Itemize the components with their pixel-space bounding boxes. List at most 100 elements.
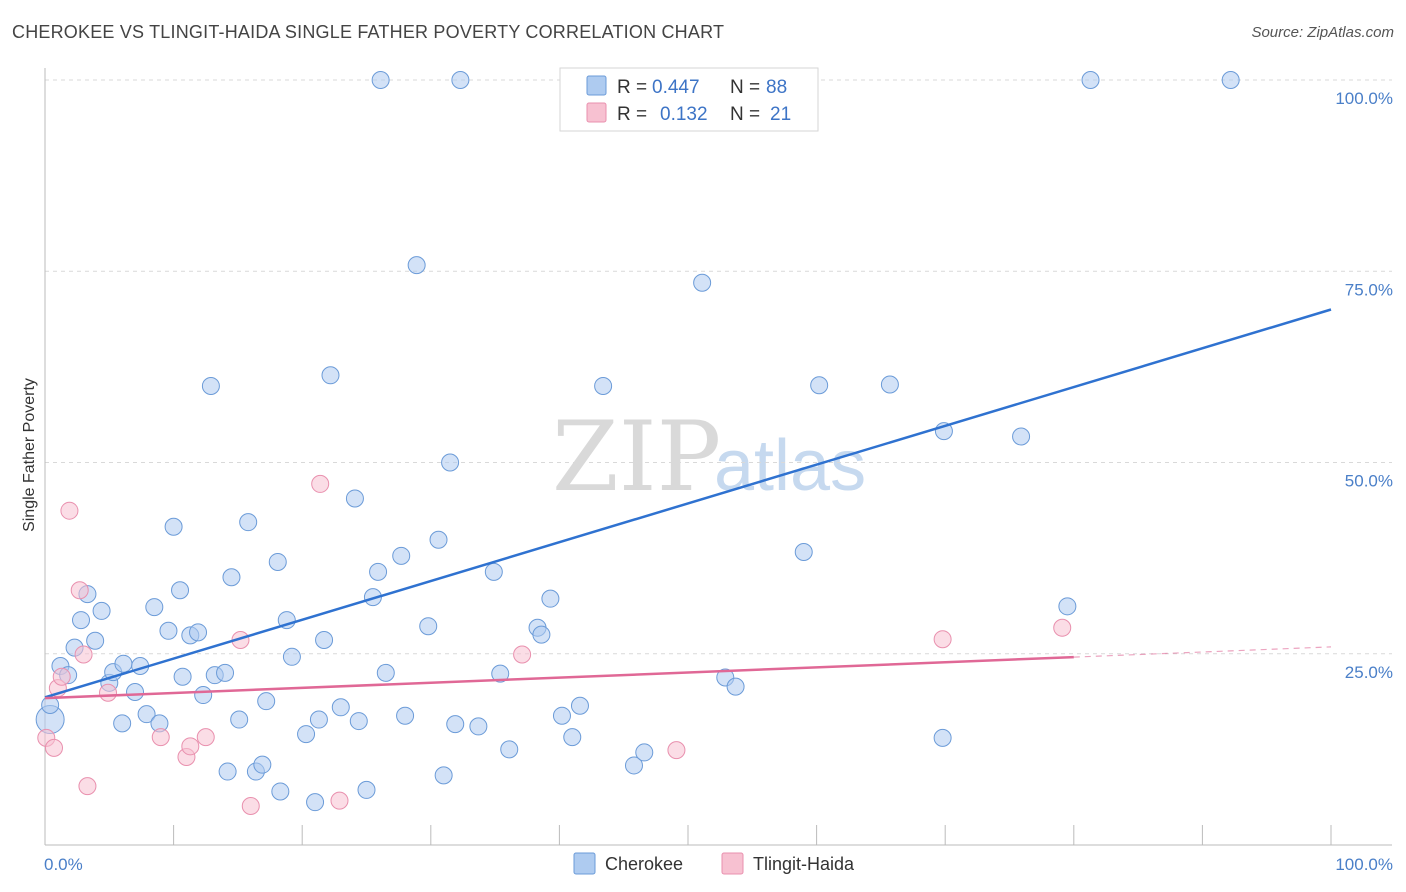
series-legend-label-tlingit-haida: Tlingit-Haida [753, 854, 855, 874]
y-tick-label-100: 100.0% [1335, 89, 1393, 108]
point-cherokee [271, 782, 290, 801]
point-cherokee [570, 696, 589, 715]
point-tlingit-haida [74, 645, 93, 664]
point-cherokee [72, 611, 91, 630]
point-cherokee [441, 453, 460, 472]
point-cherokee [396, 706, 415, 725]
point-tlingit-haida [181, 737, 200, 756]
point-cherokee [794, 543, 813, 562]
point-cherokee [563, 728, 582, 747]
legend-n-label-cherokee: N = [730, 77, 760, 98]
y-tick-labels: 25.0% 50.0% 75.0% 100.0% [1335, 89, 1393, 682]
point-cherokee [189, 623, 208, 642]
y-axis-label: Single Father Poverty [21, 378, 38, 532]
point-cherokee [434, 766, 453, 785]
point-cherokee [532, 625, 551, 644]
series-tlingit-haida-points [37, 474, 1072, 815]
point-cherokee [282, 647, 301, 666]
point-cherokee [113, 714, 132, 733]
point-cherokee [1221, 71, 1240, 89]
legend-r-label-tlingit-haida: R = [617, 104, 647, 125]
watermark: ZIP atlas [552, 401, 866, 513]
point-cherokee [126, 683, 145, 701]
point-tlingit-haida [196, 728, 215, 747]
point-cherokee [164, 517, 183, 536]
point-cherokee [321, 366, 340, 385]
point-tlingit-haida [78, 777, 97, 796]
point-cherokee [500, 740, 519, 759]
point-cherokee [137, 705, 156, 724]
point-cherokee [635, 743, 654, 762]
source-label: Source: ZipAtlas.com [1251, 24, 1394, 41]
x-tick-label-max: 100.0% [1335, 855, 1393, 874]
point-cherokee [216, 663, 235, 682]
point-tlingit-haida [241, 796, 260, 815]
point-cherokee [407, 256, 426, 275]
point-cherokee [345, 489, 364, 508]
point-cherokee [309, 710, 328, 729]
point-cherokee [594, 377, 613, 395]
point-cherokee [331, 698, 350, 717]
point-cherokee [253, 755, 272, 774]
point-cherokee [469, 717, 488, 736]
point-cherokee [371, 71, 390, 89]
point-cherokee [357, 780, 376, 799]
point-cherokee [268, 552, 287, 571]
point-cherokee [429, 530, 448, 549]
point-cherokee [315, 630, 334, 649]
point-cherokee [86, 631, 105, 650]
point-cherokee [693, 273, 712, 292]
x-tick-label-min: 0.0% [44, 855, 83, 874]
point-cherokee [541, 589, 560, 608]
series-legend-swatch-cherokee [573, 852, 596, 875]
series-legend-label-cherokee: Cherokee [605, 854, 683, 874]
point-cherokee [491, 664, 510, 683]
series-legend-swatch-tlingit-haida [721, 852, 744, 875]
point-cherokee [159, 621, 178, 640]
point-cherokee [145, 598, 164, 617]
series-legend: Cherokee Tlingit-Haida [573, 852, 855, 875]
x-tick-labels: 0.0% 100.0% [44, 855, 1393, 874]
point-tlingit-haida [513, 645, 532, 664]
point-cherokee [726, 677, 745, 696]
point-tlingit-haida [330, 791, 349, 810]
y-tick-label-75: 75.0% [1345, 280, 1393, 299]
point-cherokee [230, 710, 249, 729]
point-tlingit-haida [70, 581, 89, 600]
legend-swatch-tlingit-haida [586, 102, 607, 123]
point-cherokee [194, 686, 213, 705]
legend-r-value-tlingit-haida: 0.132 [660, 104, 708, 125]
watermark-zip: ZIP [552, 401, 721, 513]
point-cherokee [92, 601, 111, 620]
point-cherokee [306, 793, 325, 812]
point-cherokee [1012, 427, 1031, 446]
legend-r-label-cherokee: R = [617, 77, 647, 98]
point-cherokee [1058, 597, 1077, 616]
trend-line-cherokee [44, 308, 1332, 699]
point-cherokee [222, 568, 241, 587]
point-cherokee [201, 377, 220, 395]
legend-n-value-tlingit-haida: 21 [770, 104, 791, 125]
point-cherokee [484, 562, 503, 581]
point-tlingit-haida [933, 630, 952, 649]
point-cherokee [173, 667, 192, 686]
point-cherokee [171, 581, 190, 600]
legend-r-value-cherokee: 0.447 [652, 77, 700, 98]
point-cherokee [218, 762, 237, 781]
point-cherokee [552, 706, 571, 725]
point-tlingit-haida [45, 738, 64, 757]
point-tlingit-haida [667, 741, 686, 760]
point-cherokee [880, 375, 899, 394]
point-cherokee [933, 728, 952, 747]
watermark-atlas: atlas [714, 426, 866, 506]
y-tick-label-25: 25.0% [1345, 663, 1393, 682]
point-cherokee [392, 546, 411, 565]
y-tick-label-50: 50.0% [1345, 472, 1393, 491]
trend-line-tlingit-haida [44, 655, 1074, 700]
gridlines [45, 79, 1392, 655]
trend-line-extension-tlingit-haida [1073, 646, 1332, 658]
chart-title: CHEROKEE VS TLINGIT-HAIDA SINGLE FATHER … [12, 22, 725, 42]
point-cherokee [257, 692, 276, 711]
point-cherokee [114, 654, 133, 673]
